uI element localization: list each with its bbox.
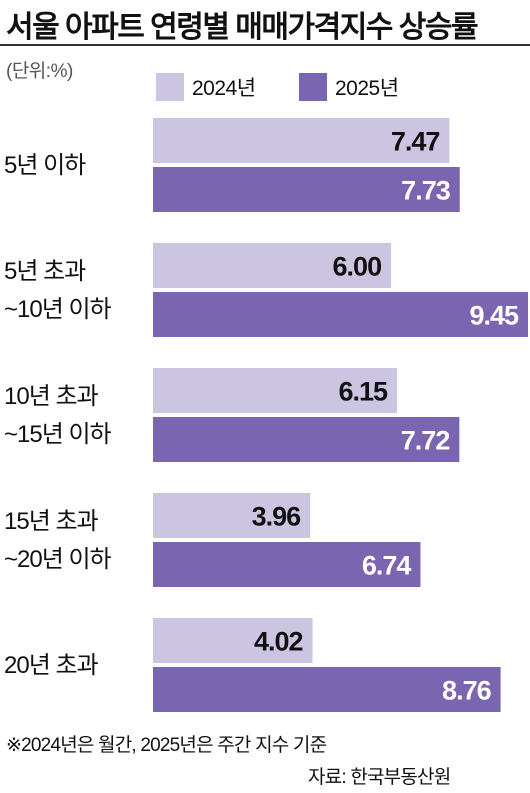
title-divider xyxy=(0,44,530,46)
bar-2024-1 xyxy=(153,118,450,163)
category-label: ~20년 이하 xyxy=(4,546,112,573)
footnote: ※2024년은 월간, 2025년은 주간 지수 기준 xyxy=(6,735,327,756)
category-label: 20년 초과 xyxy=(4,652,99,679)
unit-label: (단위:%) xyxy=(6,61,73,82)
value-label: 6.00 xyxy=(333,252,382,282)
legend-swatch-2025 xyxy=(299,73,327,101)
category-label: 5년 이하 xyxy=(4,152,86,179)
source-label: 자료: 한국부동산원 xyxy=(308,767,451,788)
bar-2025-2 xyxy=(153,292,528,337)
bar-2024-4 xyxy=(153,493,311,538)
legend: 2024년 2025년 xyxy=(0,72,530,102)
value-label: 6.74 xyxy=(362,551,412,581)
legend-item-2024: 2024년 xyxy=(156,72,256,102)
value-label: 7.72 xyxy=(401,426,450,456)
bar-2025-3 xyxy=(153,417,460,462)
category-label: 5년 초과 xyxy=(4,258,86,285)
bar-2025-1 xyxy=(153,167,460,212)
legend-label-2024: 2024년 xyxy=(192,77,256,100)
category-label: ~10년 이하 xyxy=(4,296,112,323)
legend-item-2025: 2025년 xyxy=(299,72,399,102)
bar-2024-3 xyxy=(153,368,398,413)
chart-title: 서울 아파트 연령별 매매가격지수 상승률 xyxy=(6,11,479,44)
value-label: 9.45 xyxy=(469,301,519,331)
bar-2024-2 xyxy=(153,243,392,288)
value-label: 7.73 xyxy=(401,176,451,206)
value-label: 3.96 xyxy=(252,502,302,532)
category-label: ~15년 이하 xyxy=(4,421,112,448)
bar-2025-4 xyxy=(153,542,421,587)
value-label: 4.02 xyxy=(254,627,303,657)
legend-swatch-2024 xyxy=(156,73,184,101)
value-label: 8.76 xyxy=(442,676,492,706)
bar-2025-5 xyxy=(153,667,501,712)
value-label: 6.15 xyxy=(338,377,388,407)
category-label: 10년 초과 xyxy=(4,383,99,410)
category-label: 15년 초과 xyxy=(4,508,99,535)
value-label: 7.47 xyxy=(391,127,440,157)
bar-2024-5 xyxy=(153,618,313,663)
legend-label-2025: 2025년 xyxy=(335,77,399,100)
